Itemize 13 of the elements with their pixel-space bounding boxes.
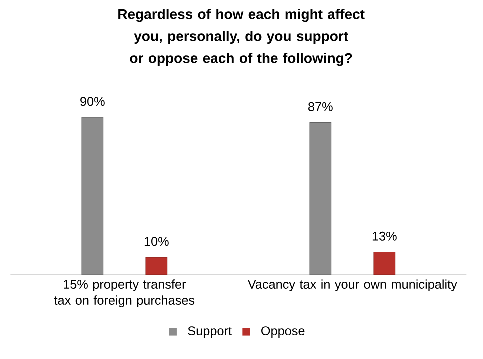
- data-label: 87%: [308, 102, 333, 112]
- x-tick-label: Vacancy tax in your own municipality: [248, 280, 458, 292]
- legend-label: Support: [188, 326, 232, 338]
- bar: [374, 252, 396, 276]
- data-label: 90%: [80, 97, 105, 106]
- data-label: 13%: [372, 232, 397, 241]
- chart-title: Regardless of how each might affect you, personally, do you support or oppose each of the following?: [118, 9, 365, 66]
- bar: [82, 117, 104, 276]
- data-label: 10%: [144, 237, 169, 246]
- bar: [146, 257, 168, 276]
- legend-label: Oppose: [262, 326, 305, 338]
- bar: [310, 122, 332, 276]
- x-tick-label: 15% property transfer tax on foreign purchases: [54, 280, 195, 308]
